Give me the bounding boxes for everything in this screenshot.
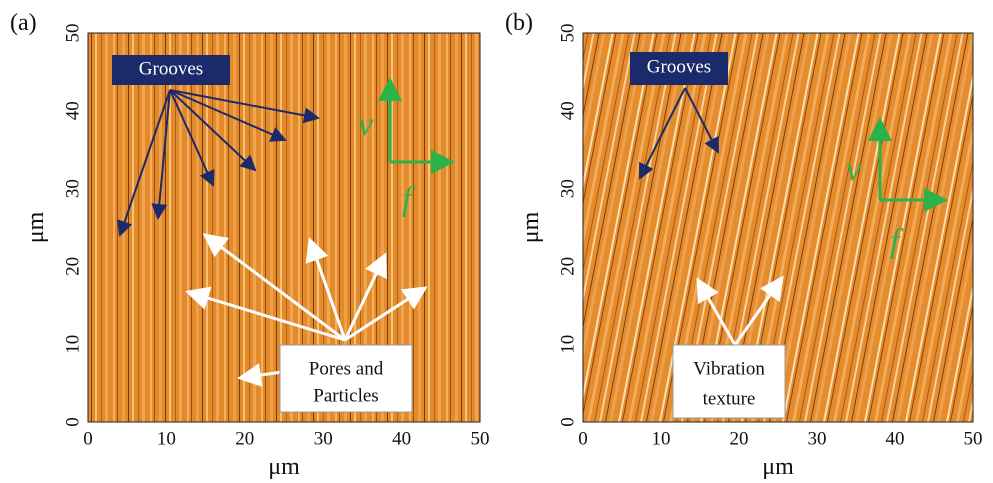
x-tick-label: 50 xyxy=(964,428,983,449)
grooves-label: Grooves xyxy=(139,58,203,79)
feature-label: Particles xyxy=(313,385,378,406)
y-tick-label: 40 xyxy=(557,101,578,120)
velocity-label: v xyxy=(846,151,862,188)
grooves-label: Grooves xyxy=(647,56,711,77)
x-axis-label: μm xyxy=(268,454,300,480)
callout-box xyxy=(279,344,413,413)
x-tick-label: 30 xyxy=(314,428,333,449)
x-tick-label: 10 xyxy=(157,428,176,449)
y-tick-label: 50 xyxy=(557,24,578,43)
x-tick-label: 40 xyxy=(886,428,905,449)
x-tick-label: 0 xyxy=(83,428,93,449)
y-axis-label: μm xyxy=(23,211,49,243)
y-axis-label: μm xyxy=(518,211,544,243)
feature-label: Pores and xyxy=(309,358,384,379)
feature-label: Vibration xyxy=(693,358,765,379)
callout-box xyxy=(672,344,786,419)
feature-arrows xyxy=(185,233,784,387)
x-tick-label: 40 xyxy=(392,428,411,449)
panel-label: (a) xyxy=(10,10,37,36)
y-tick-label: 0 xyxy=(557,417,578,427)
y-tick-label: 10 xyxy=(557,335,578,354)
x-tick-label: 50 xyxy=(471,428,490,449)
x-tick-label: 30 xyxy=(808,428,827,449)
groove-arrows xyxy=(117,87,719,237)
y-tick-label: 10 xyxy=(62,335,83,354)
grooves-box xyxy=(630,52,728,85)
grooves-box xyxy=(112,55,230,85)
y-tick-label: 30 xyxy=(557,179,578,198)
velocity-label: v xyxy=(358,106,374,143)
x-tick-label: 10 xyxy=(652,428,671,449)
y-tick-label: 30 xyxy=(62,179,83,198)
y-tick-label: 40 xyxy=(62,101,83,120)
panel-label: (b) xyxy=(505,10,533,36)
feature-label: texture xyxy=(703,388,756,409)
direction-axes xyxy=(378,77,948,212)
y-tick-label: 20 xyxy=(62,257,83,276)
y-tick-label: 50 xyxy=(62,24,83,43)
x-tick-label: 0 xyxy=(578,428,588,449)
x-axis-label: μm xyxy=(762,454,794,480)
y-tick-label: 0 xyxy=(62,417,83,427)
x-tick-label: 20 xyxy=(730,428,749,449)
x-tick-label: 20 xyxy=(235,428,254,449)
y-tick-label: 20 xyxy=(557,257,578,276)
